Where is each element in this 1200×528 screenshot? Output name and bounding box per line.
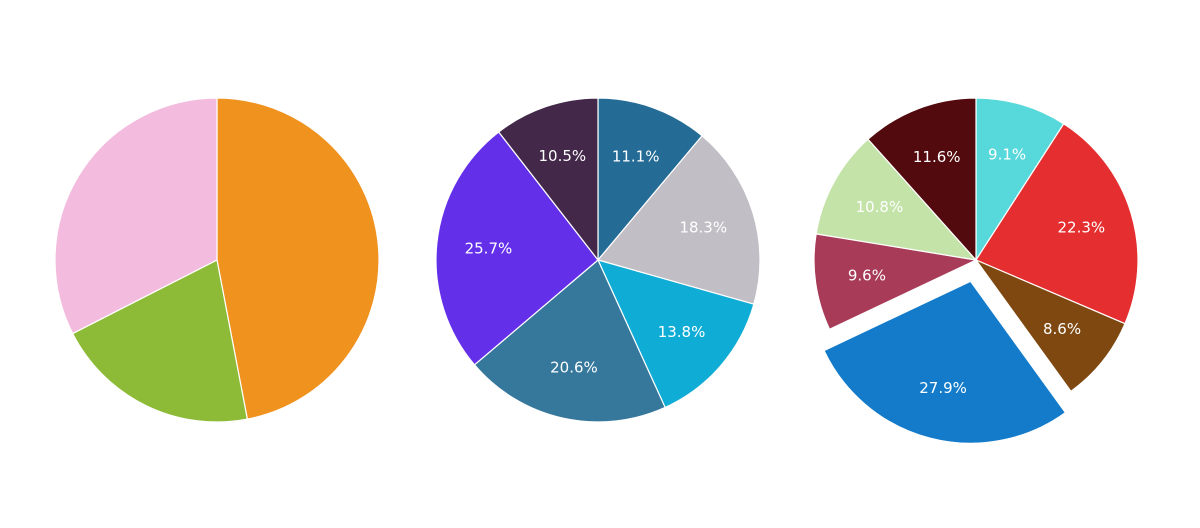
- pie-slice[interactable]: [54, 97, 218, 335]
- pie-slice[interactable]: [813, 233, 977, 330]
- pie-slice[interactable]: [815, 138, 977, 261]
- slice-percent-label: 10.8%: [856, 198, 904, 216]
- pie-slice[interactable]: [597, 97, 703, 261]
- slice-percent-label: 10.5%: [538, 147, 586, 165]
- slice-percent-label: 11.6%: [913, 148, 961, 166]
- pie-slice[interactable]: [975, 97, 1065, 261]
- slice-percent-label: 8.6%: [1043, 320, 1081, 338]
- slice-percent-label: 25.7%: [465, 240, 513, 258]
- slice-percent-label: 9.1%: [988, 145, 1026, 163]
- pie-slice[interactable]: [216, 97, 380, 420]
- slice-percent-label: 11.1%: [612, 147, 660, 165]
- pie-slice[interactable]: [597, 135, 761, 305]
- pie-chart-1: [54, 97, 380, 423]
- slice-percent-label: 9.6%: [848, 266, 886, 284]
- pie-slice[interactable]: [975, 259, 1126, 392]
- slice-percent-label: 20.6%: [550, 359, 598, 377]
- pie-slice[interactable]: [867, 97, 977, 261]
- pie-slice[interactable]: [597, 259, 755, 409]
- pie-slice[interactable]: [435, 131, 599, 366]
- pie-slice[interactable]: [72, 259, 248, 423]
- slice-percent-label: 18.3%: [679, 219, 727, 237]
- pie-slice[interactable]: [498, 97, 599, 261]
- pie-chart-3: 9.1% 22.3% 8.6% 27.9% 9.6% 10.8% 11.6%: [813, 97, 1139, 444]
- pie-slice[interactable]: [823, 280, 1067, 444]
- slice-percent-label: 22.3%: [1058, 219, 1106, 237]
- slice-percent-label: 13.8%: [658, 323, 706, 341]
- pie-slice[interactable]: [975, 123, 1139, 325]
- pie-slice[interactable]: [473, 259, 666, 423]
- slice-percent-label: 27.9%: [919, 379, 967, 397]
- pie-chart-2: 11.1% 18.3% 13.8% 20.6% 25.7% 10.5%: [435, 97, 761, 423]
